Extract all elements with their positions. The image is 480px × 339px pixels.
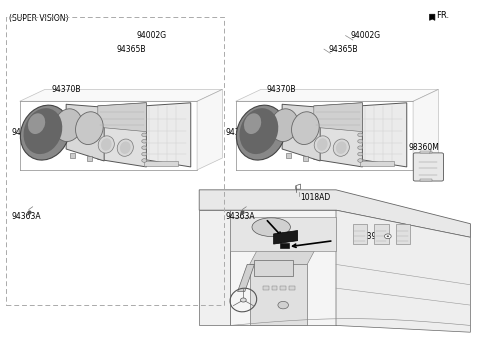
Ellipse shape [142,146,147,149]
Bar [263,286,269,290]
Polygon shape [250,264,307,325]
Ellipse shape [384,234,391,239]
Ellipse shape [278,301,288,309]
Text: 94365B: 94365B [329,45,358,54]
Bar [420,179,432,181]
Bar [303,156,308,161]
Ellipse shape [120,141,131,154]
Ellipse shape [24,108,62,154]
Polygon shape [20,89,222,101]
Text: 1018AD: 1018AD [300,193,330,202]
Ellipse shape [98,136,114,153]
Ellipse shape [336,141,347,154]
Ellipse shape [358,139,363,143]
Ellipse shape [358,152,363,156]
Text: 94363A: 94363A [12,213,42,221]
Polygon shape [314,103,362,132]
Text: 1339CC: 1339CC [358,232,387,241]
Text: 94360D: 94360D [12,128,42,137]
Text: 94365B: 94365B [116,45,145,54]
Polygon shape [142,103,191,167]
Polygon shape [274,231,298,244]
Text: (SUPER VISION): (SUPER VISION) [9,14,68,23]
Text: 94360D: 94360D [226,128,256,137]
Polygon shape [358,103,407,167]
Polygon shape [230,210,336,325]
Bar [144,160,178,166]
Ellipse shape [142,159,147,162]
Ellipse shape [28,113,45,134]
FancyBboxPatch shape [413,153,444,181]
Polygon shape [250,251,314,264]
Polygon shape [413,89,438,170]
Bar [87,156,92,161]
Ellipse shape [314,136,330,153]
Text: 94370B: 94370B [266,85,296,94]
Ellipse shape [244,113,261,134]
Text: 94363A: 94363A [226,213,255,221]
Bar [280,243,289,248]
Bar [287,153,291,158]
Text: 94002G: 94002G [137,31,167,40]
Polygon shape [336,210,470,332]
Bar [71,153,75,158]
Ellipse shape [317,138,327,151]
Ellipse shape [142,152,147,156]
Polygon shape [98,103,146,167]
Bar [6,17,224,305]
Ellipse shape [270,109,298,141]
Polygon shape [238,264,254,292]
Polygon shape [230,217,336,251]
Ellipse shape [387,235,389,237]
Bar [374,224,389,244]
Polygon shape [282,104,320,161]
Bar [254,260,293,276]
Ellipse shape [240,108,278,154]
Ellipse shape [117,139,133,156]
Bar [280,286,286,290]
Ellipse shape [333,139,349,156]
Polygon shape [199,190,470,237]
Bar [353,224,367,244]
Bar [272,286,277,290]
Text: FR.: FR. [436,11,449,20]
Ellipse shape [240,298,246,302]
Bar [396,224,410,244]
Polygon shape [197,89,222,170]
Text: 94002G: 94002G [350,31,381,40]
Ellipse shape [291,112,319,144]
Text: 98360M: 98360M [409,143,440,152]
Ellipse shape [101,138,111,151]
Polygon shape [314,103,362,167]
Bar [360,160,394,166]
Ellipse shape [358,146,363,149]
Polygon shape [66,104,104,161]
Polygon shape [236,89,438,101]
Text: 94370B: 94370B [52,85,81,94]
Ellipse shape [142,133,147,137]
Polygon shape [296,184,300,189]
Ellipse shape [236,105,286,160]
Ellipse shape [142,139,147,143]
Ellipse shape [20,105,70,160]
Ellipse shape [358,133,363,137]
Bar [289,286,295,290]
Polygon shape [199,210,230,325]
Ellipse shape [75,112,103,144]
Polygon shape [430,14,435,20]
Polygon shape [98,103,146,132]
Ellipse shape [54,109,82,141]
Ellipse shape [358,159,363,162]
Ellipse shape [252,218,290,237]
Bar [420,151,432,153]
